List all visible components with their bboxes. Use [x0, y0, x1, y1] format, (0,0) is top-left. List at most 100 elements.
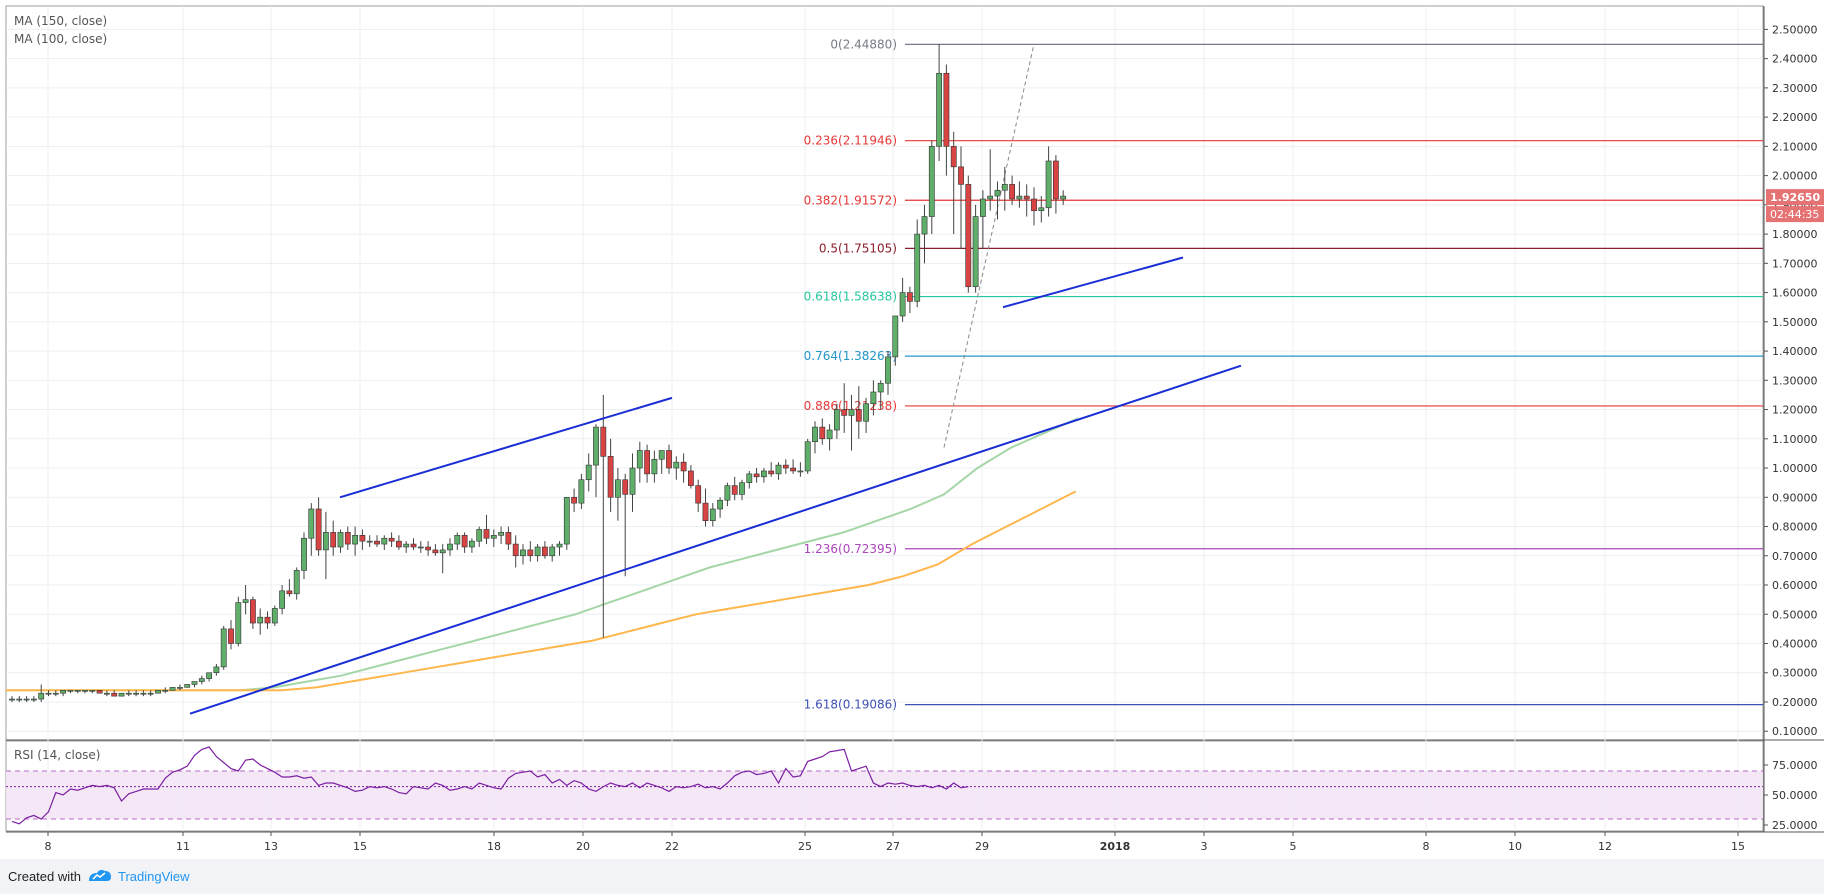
legend-rsi[interactable]: RSI (14, close): [14, 748, 101, 762]
candle[interactable]: [892, 315, 899, 366]
candle[interactable]: [760, 468, 767, 483]
candle[interactable]: [797, 462, 804, 477]
trendline-upper-channel[interactable]: [339, 396, 673, 499]
candle[interactable]: [140, 690, 147, 697]
candle[interactable]: [717, 497, 723, 518]
candle[interactable]: [950, 131, 957, 235]
candle[interactable]: [228, 620, 234, 650]
candle[interactable]: [410, 538, 417, 550]
candle[interactable]: [512, 535, 519, 568]
candle[interactable]: [520, 544, 526, 565]
candle[interactable]: [527, 541, 534, 562]
candle[interactable]: [739, 479, 745, 501]
candle[interactable]: [819, 418, 826, 445]
candle[interactable]: [330, 520, 337, 556]
candle[interactable]: [417, 541, 424, 553]
candle[interactable]: [155, 689, 161, 694]
candle[interactable]: [571, 488, 577, 512]
candle[interactable]: [848, 394, 855, 451]
candle[interactable]: [709, 503, 716, 527]
candle[interactable]: [731, 476, 738, 501]
candle[interactable]: [1060, 190, 1067, 205]
candle[interactable]: [629, 453, 636, 512]
candle[interactable]: [928, 140, 935, 235]
candle[interactable]: [118, 692, 125, 697]
candle[interactable]: [23, 696, 30, 702]
candle[interactable]: [695, 479, 702, 512]
legend-ma100[interactable]: MA (100, close): [14, 32, 108, 46]
candle[interactable]: [687, 465, 694, 489]
candle[interactable]: [790, 459, 796, 474]
candle[interactable]: [1031, 187, 1037, 226]
rsi-line[interactable]: [11, 746, 969, 825]
candle[interactable]: [352, 526, 358, 556]
candle[interactable]: [133, 690, 139, 697]
candle[interactable]: [1001, 166, 1008, 211]
candle[interactable]: [38, 684, 45, 702]
candle[interactable]: [943, 64, 950, 176]
candle[interactable]: [454, 532, 461, 550]
candle[interactable]: [206, 672, 212, 682]
candle[interactable]: [921, 204, 928, 264]
candle[interactable]: [804, 438, 811, 474]
candle[interactable]: [936, 44, 942, 161]
candle[interactable]: [45, 690, 52, 697]
candle[interactable]: [60, 689, 66, 697]
candle[interactable]: [673, 456, 680, 480]
candle[interactable]: [1045, 146, 1052, 217]
candle[interactable]: [425, 541, 431, 556]
candle[interactable]: [432, 544, 439, 556]
candle[interactable]: [826, 424, 833, 451]
candle[interactable]: [541, 541, 548, 559]
candle[interactable]: [315, 497, 322, 556]
candle[interactable]: [337, 529, 344, 553]
candle[interactable]: [651, 450, 658, 483]
candle[interactable]: [476, 526, 483, 547]
trendline-lower-channel[interactable]: [189, 364, 1242, 715]
candle[interactable]: [958, 146, 964, 249]
candle[interactable]: [279, 585, 285, 615]
candle[interactable]: [111, 690, 118, 697]
candle[interactable]: [833, 403, 840, 439]
candle[interactable]: [177, 684, 183, 691]
candle[interactable]: [768, 462, 775, 477]
candle[interactable]: [184, 684, 191, 688]
candle[interactable]: [972, 204, 979, 293]
candle[interactable]: [96, 689, 103, 694]
candle[interactable]: [498, 526, 504, 545]
candle[interactable]: [607, 438, 614, 512]
trendline-support[interactable]: [1002, 256, 1184, 309]
candle[interactable]: [724, 482, 731, 507]
candle[interactable]: [30, 696, 37, 702]
candle[interactable]: [67, 689, 74, 694]
candle[interactable]: [987, 149, 994, 211]
candle[interactable]: [841, 383, 848, 433]
candle[interactable]: [965, 175, 972, 293]
candle[interactable]: [125, 690, 132, 697]
candle[interactable]: [505, 526, 512, 550]
candle[interactable]: [812, 421, 818, 454]
candle[interactable]: [381, 535, 388, 550]
candle[interactable]: [264, 611, 271, 629]
candle[interactable]: [213, 663, 220, 676]
candle[interactable]: [235, 596, 242, 647]
candle[interactable]: [702, 488, 709, 527]
candle[interactable]: [666, 444, 672, 474]
candle[interactable]: [52, 690, 59, 697]
candle[interactable]: [439, 544, 446, 574]
chart-canvas[interactable]: 2.50000 2.40000 2.30000 2.20000 2.10000 2.000…: [0, 0, 1824, 859]
candle[interactable]: [636, 441, 643, 483]
candle[interactable]: [344, 526, 351, 550]
candle[interactable]: [359, 529, 366, 550]
candle[interactable]: [658, 450, 665, 474]
candle[interactable]: [994, 181, 1001, 220]
candle[interactable]: [169, 687, 176, 691]
candle[interactable]: [680, 453, 687, 483]
candle[interactable]: [220, 625, 227, 670]
candle[interactable]: [556, 541, 563, 556]
candle[interactable]: [1038, 196, 1045, 223]
candle[interactable]: [1016, 181, 1023, 208]
ma100-line[interactable]: [6, 490, 1077, 692]
candle[interactable]: [775, 462, 782, 480]
candle[interactable]: [82, 689, 88, 694]
